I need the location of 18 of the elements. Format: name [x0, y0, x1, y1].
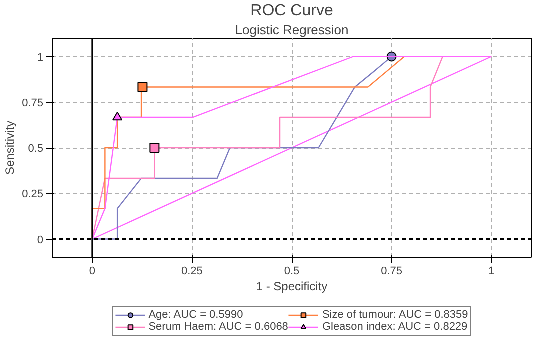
x-axis-title: 1 - Specificity	[256, 280, 328, 294]
x-tick-label: 0.75	[381, 266, 403, 278]
legend-label: Serum Haem: AUC = 0.6068	[148, 321, 288, 333]
legend-label: Size of tumour: AUC = 0.8359	[322, 309, 468, 321]
legend-label: Age: AUC = 0.5990	[148, 309, 244, 321]
y-tick-label: 0.25	[22, 188, 44, 201]
legend-label: Gleason index: AUC = 0.8229	[322, 321, 468, 333]
chart-subtitle: Logistic Regression	[235, 22, 349, 38]
x-tick-label: 1	[488, 266, 495, 278]
y-tick-label: 0.5	[28, 143, 44, 155]
x-tick-label: 0.25	[182, 266, 203, 278]
x-tick-label: 0	[89, 266, 96, 278]
y-tick-label: 0	[37, 234, 44, 246]
chart-title: ROC Curve	[250, 2, 334, 20]
x-tick-label: 0.5	[284, 266, 300, 278]
y-axis-title: Sensitivity	[3, 120, 18, 176]
y-tick-label: 1	[37, 52, 44, 64]
y-tick-label: 0.75	[22, 97, 44, 110]
